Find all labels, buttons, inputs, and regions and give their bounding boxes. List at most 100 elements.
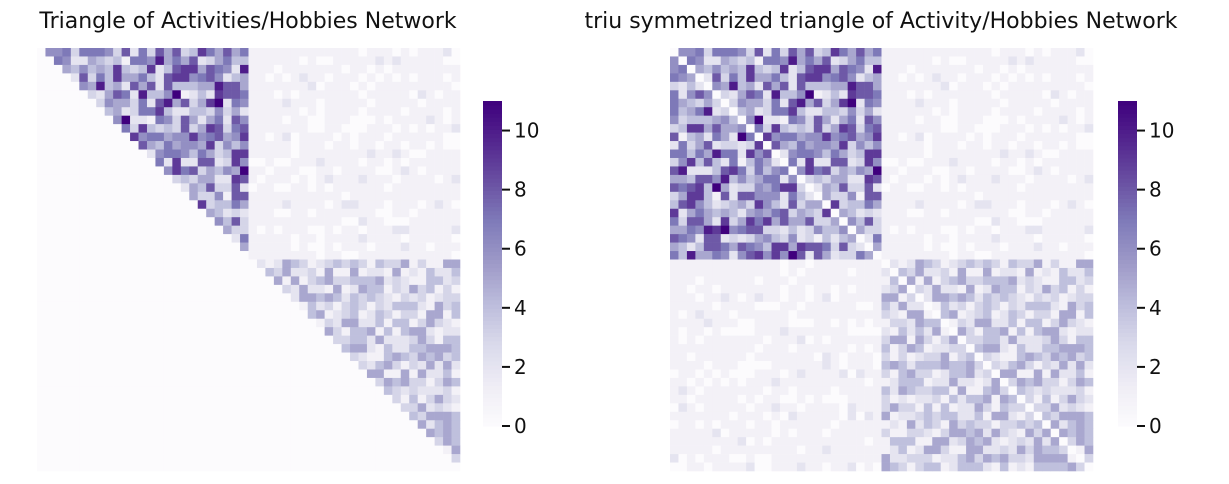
heatmap-cell xyxy=(350,361,359,370)
heatmap-cell xyxy=(146,301,156,311)
heatmap-cell xyxy=(197,200,207,210)
heatmap-cell xyxy=(155,234,165,243)
heatmap-cell xyxy=(87,242,97,252)
heatmap-cell xyxy=(974,284,984,294)
heatmap-cell xyxy=(256,234,266,243)
heatmap-cell xyxy=(1050,276,1060,286)
heatmap-cell xyxy=(358,56,368,66)
heatmap-cell xyxy=(881,73,891,83)
heatmap-cell xyxy=(273,107,283,116)
heatmap-cell xyxy=(53,141,63,150)
heatmap-cell xyxy=(87,428,97,438)
heatmap-cell xyxy=(37,394,46,404)
heatmap-cell xyxy=(62,64,72,74)
heatmap-cell xyxy=(113,251,122,260)
heatmap-cell xyxy=(932,157,942,167)
heatmap-cell xyxy=(915,394,925,404)
heatmap-cell xyxy=(898,259,908,269)
heatmap-cell xyxy=(957,403,967,413)
heatmap-cell xyxy=(113,361,122,370)
heatmap-cell xyxy=(383,411,393,421)
heatmap-cell xyxy=(1008,115,1018,125)
heatmap-cell xyxy=(163,445,173,455)
heatmap-cell xyxy=(138,310,148,320)
heatmap-cell xyxy=(240,141,249,150)
heatmap-cell xyxy=(983,98,992,108)
heatmap-cell xyxy=(113,208,122,218)
heatmap-cell xyxy=(729,310,738,320)
heatmap-cell xyxy=(443,64,452,74)
heatmap-cell xyxy=(45,394,55,404)
heatmap-cell xyxy=(796,234,806,243)
heatmap-cell xyxy=(434,437,444,446)
heatmap-cell xyxy=(265,200,275,210)
heatmap-cell xyxy=(113,115,122,125)
heatmap-cell xyxy=(282,107,292,116)
heatmap-cell xyxy=(686,132,696,142)
heatmap-cell xyxy=(299,310,309,320)
heatmap-cell xyxy=(1059,225,1068,235)
heatmap-cell xyxy=(839,361,848,370)
heatmap-cell xyxy=(873,251,882,260)
heatmap-cell xyxy=(307,369,317,379)
heatmap-cell xyxy=(873,428,882,438)
heatmap-cell xyxy=(434,344,444,353)
heatmap-cell xyxy=(290,403,300,413)
heatmap-cell xyxy=(70,191,80,201)
heatmap-cell xyxy=(197,98,207,108)
heatmap-cell xyxy=(822,81,832,91)
heatmap-cell xyxy=(37,200,46,210)
heatmap-cell xyxy=(189,200,199,210)
heatmap-cell xyxy=(79,462,89,472)
heatmap-cell xyxy=(138,420,148,429)
heatmap-cell xyxy=(290,428,300,438)
heatmap-cell xyxy=(771,166,781,176)
heatmap-cell xyxy=(729,361,738,370)
heatmap-cell xyxy=(45,335,55,345)
heatmap-cell xyxy=(966,335,975,345)
heatmap-cell xyxy=(265,81,275,91)
heatmap-cell xyxy=(333,48,342,57)
heatmap-cell xyxy=(839,166,848,176)
heatmap-cell xyxy=(940,56,950,66)
heatmap-cell xyxy=(180,411,190,421)
heatmap-cell xyxy=(400,149,410,159)
heatmap-cell xyxy=(324,64,334,74)
heatmap-cell xyxy=(350,284,359,294)
heatmap-cell xyxy=(686,107,696,116)
heatmap-cell xyxy=(37,267,46,277)
heatmap-cell xyxy=(678,217,688,226)
heatmap-cell xyxy=(206,327,215,336)
heatmap-cell xyxy=(822,166,832,176)
heatmap-cell xyxy=(1033,267,1043,277)
heatmap-cell xyxy=(830,369,840,379)
heatmap-cell xyxy=(889,132,899,142)
heatmap-cell xyxy=(451,149,461,159)
heatmap-cell xyxy=(138,369,148,379)
heatmap-cell xyxy=(754,73,764,83)
heatmap-cell xyxy=(282,411,292,421)
heatmap-cell xyxy=(180,428,190,438)
heatmap-cell xyxy=(898,310,908,320)
heatmap-cell xyxy=(104,361,114,370)
heatmap-cell xyxy=(1025,141,1035,150)
heatmap-cell xyxy=(121,73,131,83)
heatmap-cell xyxy=(1042,445,1051,455)
heatmap-cell xyxy=(290,411,300,421)
heatmap-cell xyxy=(104,259,114,269)
heatmap-cell xyxy=(113,234,122,243)
colorbar-segment xyxy=(483,206,502,212)
heatmap-cell xyxy=(983,90,992,100)
heatmap-cell xyxy=(383,166,393,176)
heatmap-cell xyxy=(1008,124,1018,133)
heatmap-cell xyxy=(104,73,114,83)
heatmap-cell xyxy=(273,276,283,286)
heatmap-cell xyxy=(830,301,840,311)
heatmap-cell xyxy=(172,225,182,235)
heatmap-cell xyxy=(375,327,385,336)
heatmap-cell xyxy=(426,377,435,387)
heatmap-cell xyxy=(214,191,224,201)
heatmap-cell xyxy=(307,115,317,125)
heatmap-cell xyxy=(189,183,199,193)
